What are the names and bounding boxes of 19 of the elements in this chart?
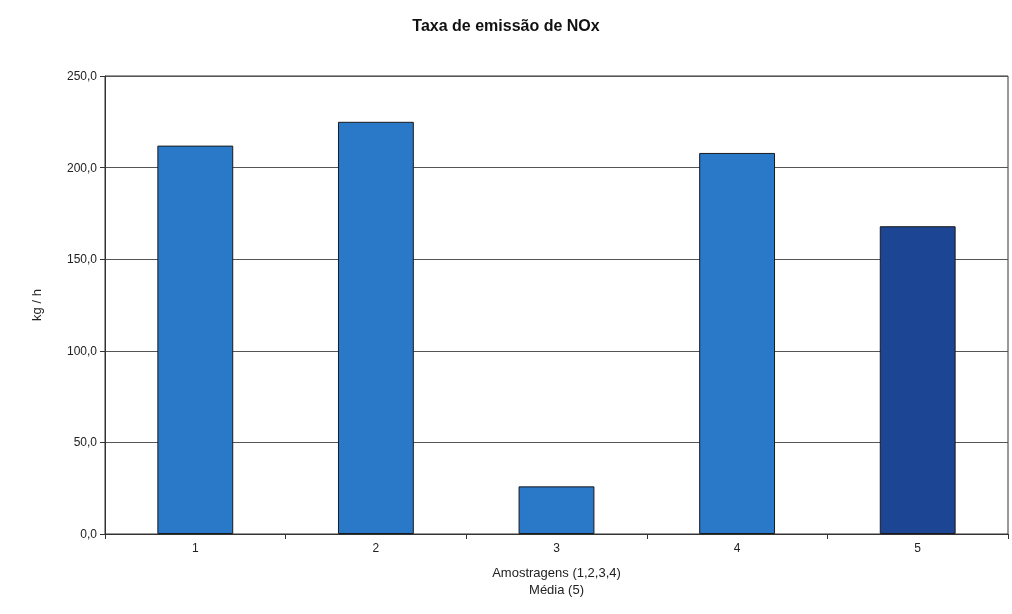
y-axis-title: kg / h bbox=[29, 289, 44, 321]
x-tick-label: 3 bbox=[553, 541, 561, 555]
y-tick-label: 150,0 bbox=[66, 252, 98, 267]
x-tick-label: 4 bbox=[733, 541, 741, 555]
x-tick-label: 5 bbox=[914, 541, 922, 555]
x-tick-label: 1 bbox=[191, 541, 199, 555]
x-axis-title: Amostragens (1,2,3,4) Média (5) bbox=[492, 565, 621, 597]
y-tick-label: 250,0 bbox=[66, 69, 98, 83]
bar bbox=[518, 486, 595, 534]
bar bbox=[879, 226, 956, 534]
x-tick-label: 2 bbox=[372, 541, 380, 555]
bar bbox=[699, 152, 776, 534]
y-tick-label: 200,0 bbox=[66, 160, 98, 175]
chart-title: Taxa de emissão de NOx bbox=[412, 16, 600, 34]
y-tick-label: 0,0 bbox=[80, 527, 98, 541]
bar bbox=[157, 145, 234, 534]
bar bbox=[337, 121, 414, 534]
y-tick-label: 100,0 bbox=[66, 343, 98, 358]
y-tick-label: 50,0 bbox=[73, 435, 98, 450]
